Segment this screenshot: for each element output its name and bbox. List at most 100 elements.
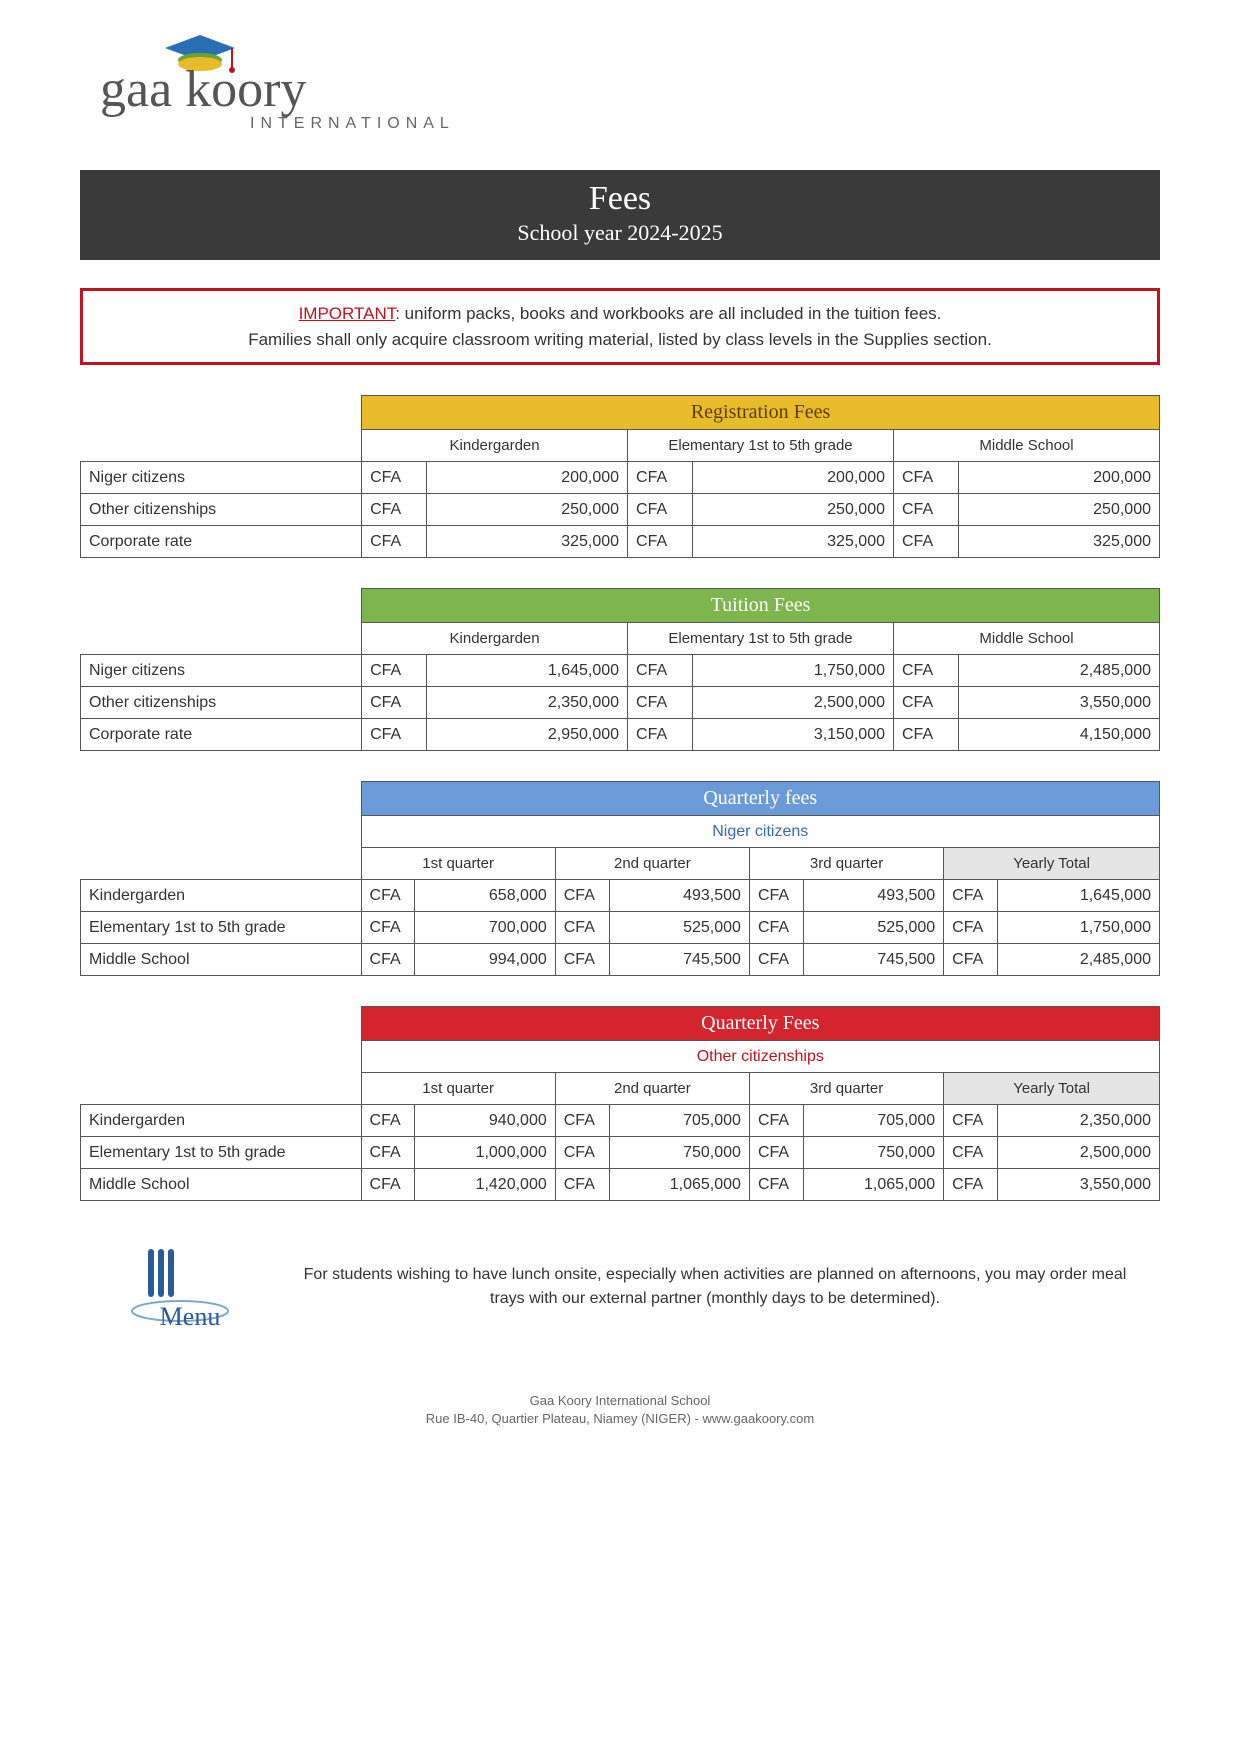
- currency-label: CFA: [362, 462, 427, 494]
- footer-line1: Gaa Koory International School: [80, 1392, 1160, 1410]
- empty-cell: [81, 430, 362, 462]
- row-label: Elementary 1st to 5th grade: [81, 1137, 362, 1169]
- amount: 525,000: [609, 912, 749, 944]
- menu-section: Menu For students wishing to have lunch …: [80, 1241, 1160, 1332]
- currency-label: CFA: [628, 462, 693, 494]
- amount: 250,000: [692, 494, 893, 526]
- registration-header: Registration Fees: [362, 396, 1160, 430]
- amount: 200,000: [692, 462, 893, 494]
- important-label: IMPORTANT: [299, 304, 396, 323]
- currency-label: CFA: [361, 1169, 415, 1201]
- empty-cell: [81, 1007, 362, 1041]
- amount: 2,485,000: [958, 655, 1159, 687]
- col-header: 1st quarter: [361, 848, 555, 880]
- empty-cell: [81, 1073, 362, 1105]
- currency-label: CFA: [361, 880, 415, 912]
- amount: 200,000: [426, 462, 627, 494]
- amount: 200,000: [958, 462, 1159, 494]
- page-title: Fees: [80, 180, 1160, 218]
- currency-label: CFA: [555, 944, 609, 976]
- amount: 250,000: [426, 494, 627, 526]
- empty-cell: [81, 848, 362, 880]
- row-label: Elementary 1st to 5th grade: [81, 912, 362, 944]
- table-row: Other citizenships CFA250,000 CFA250,000…: [81, 494, 1160, 526]
- empty-cell: [81, 816, 362, 848]
- row-label: Other citizenships: [81, 687, 362, 719]
- footer: Gaa Koory International School Rue IB-40…: [80, 1392, 1160, 1428]
- amount: 493,500: [609, 880, 749, 912]
- col-header: 1st quarter: [361, 1073, 555, 1105]
- notice-line1-rest: : uniform packs, books and workbooks are…: [395, 304, 941, 323]
- col-header: Middle School: [894, 430, 1160, 462]
- amount: 3,550,000: [958, 687, 1159, 719]
- table-row: Niger citizens CFA200,000 CFA200,000 CFA…: [81, 462, 1160, 494]
- registration-fees-table: Registration Fees Kindergarden Elementar…: [80, 395, 1160, 558]
- amount: 700,000: [415, 912, 555, 944]
- currency-label: CFA: [362, 655, 427, 687]
- empty-cell: [81, 782, 362, 816]
- page-subtitle: School year 2024-2025: [80, 220, 1160, 246]
- col-header: Elementary 1st to 5th grade: [628, 430, 894, 462]
- currency-label: CFA: [628, 719, 693, 751]
- header-bar: Fees School year 2024-2025: [80, 170, 1160, 260]
- col-header: Elementary 1st to 5th grade: [628, 623, 894, 655]
- amount: 4,150,000: [958, 719, 1159, 751]
- amount: 745,500: [609, 944, 749, 976]
- currency-label: CFA: [555, 912, 609, 944]
- currency-label: CFA: [749, 880, 803, 912]
- amount: 705,000: [609, 1105, 749, 1137]
- amount: 994,000: [415, 944, 555, 976]
- col-header: Middle School: [894, 623, 1160, 655]
- currency-label: CFA: [555, 1137, 609, 1169]
- logo-script-text: gaa koory: [100, 60, 306, 119]
- amount: 1,000,000: [415, 1137, 555, 1169]
- amount: 2,350,000: [426, 687, 627, 719]
- table-row: Corporate rate CFA325,000 CFA325,000 CFA…: [81, 526, 1160, 558]
- currency-label: CFA: [555, 880, 609, 912]
- row-label: Middle School: [81, 1169, 362, 1201]
- currency-label: CFA: [894, 687, 959, 719]
- row-label: Kindergarden: [81, 1105, 362, 1137]
- quarterly-niger-subtitle: Niger citizens: [361, 816, 1159, 848]
- currency-label: CFA: [944, 912, 998, 944]
- amount: 940,000: [415, 1105, 555, 1137]
- col-header: Kindergarden: [362, 623, 628, 655]
- currency-label: CFA: [361, 1137, 415, 1169]
- currency-label: CFA: [628, 494, 693, 526]
- quarterly-niger-table: Quarterly fees Niger citizens 1st quarte…: [80, 781, 1160, 976]
- currency-label: CFA: [362, 494, 427, 526]
- amount: 2,950,000: [426, 719, 627, 751]
- amount: 745,500: [803, 944, 943, 976]
- amount: 1,645,000: [998, 880, 1160, 912]
- logo-area: gaa koory INTERNATIONAL: [80, 30, 1160, 150]
- row-label: Corporate rate: [81, 526, 362, 558]
- amount: 658,000: [415, 880, 555, 912]
- currency-label: CFA: [894, 462, 959, 494]
- table-row: Corporate rate CFA2,950,000 CFA3,150,000…: [81, 719, 1160, 751]
- currency-label: CFA: [749, 1137, 803, 1169]
- amount: 1,065,000: [803, 1169, 943, 1201]
- currency-label: CFA: [555, 1105, 609, 1137]
- currency-label: CFA: [944, 944, 998, 976]
- amount: 1,750,000: [998, 912, 1160, 944]
- currency-label: CFA: [362, 687, 427, 719]
- amount: 3,550,000: [998, 1169, 1160, 1201]
- currency-label: CFA: [749, 1169, 803, 1201]
- table-row: Kindergarden CFA658,000 CFA493,500 CFA49…: [81, 880, 1160, 912]
- logo-subtitle: INTERNATIONAL: [250, 115, 455, 133]
- currency-label: CFA: [894, 494, 959, 526]
- currency-label: CFA: [894, 719, 959, 751]
- currency-label: CFA: [362, 526, 427, 558]
- empty-cell: [81, 396, 362, 430]
- tuition-fees-table: Tuition Fees Kindergarden Elementary 1st…: [80, 588, 1160, 751]
- amount: 1,420,000: [415, 1169, 555, 1201]
- currency-label: CFA: [749, 944, 803, 976]
- amount: 2,500,000: [692, 687, 893, 719]
- table-row: Middle School CFA1,420,000 CFA1,065,000 …: [81, 1169, 1160, 1201]
- amount: 525,000: [803, 912, 943, 944]
- currency-label: CFA: [362, 719, 427, 751]
- col-header: Kindergarden: [362, 430, 628, 462]
- currency-label: CFA: [944, 1105, 998, 1137]
- amount: 1,065,000: [609, 1169, 749, 1201]
- quarterly-niger-header: Quarterly fees: [361, 782, 1159, 816]
